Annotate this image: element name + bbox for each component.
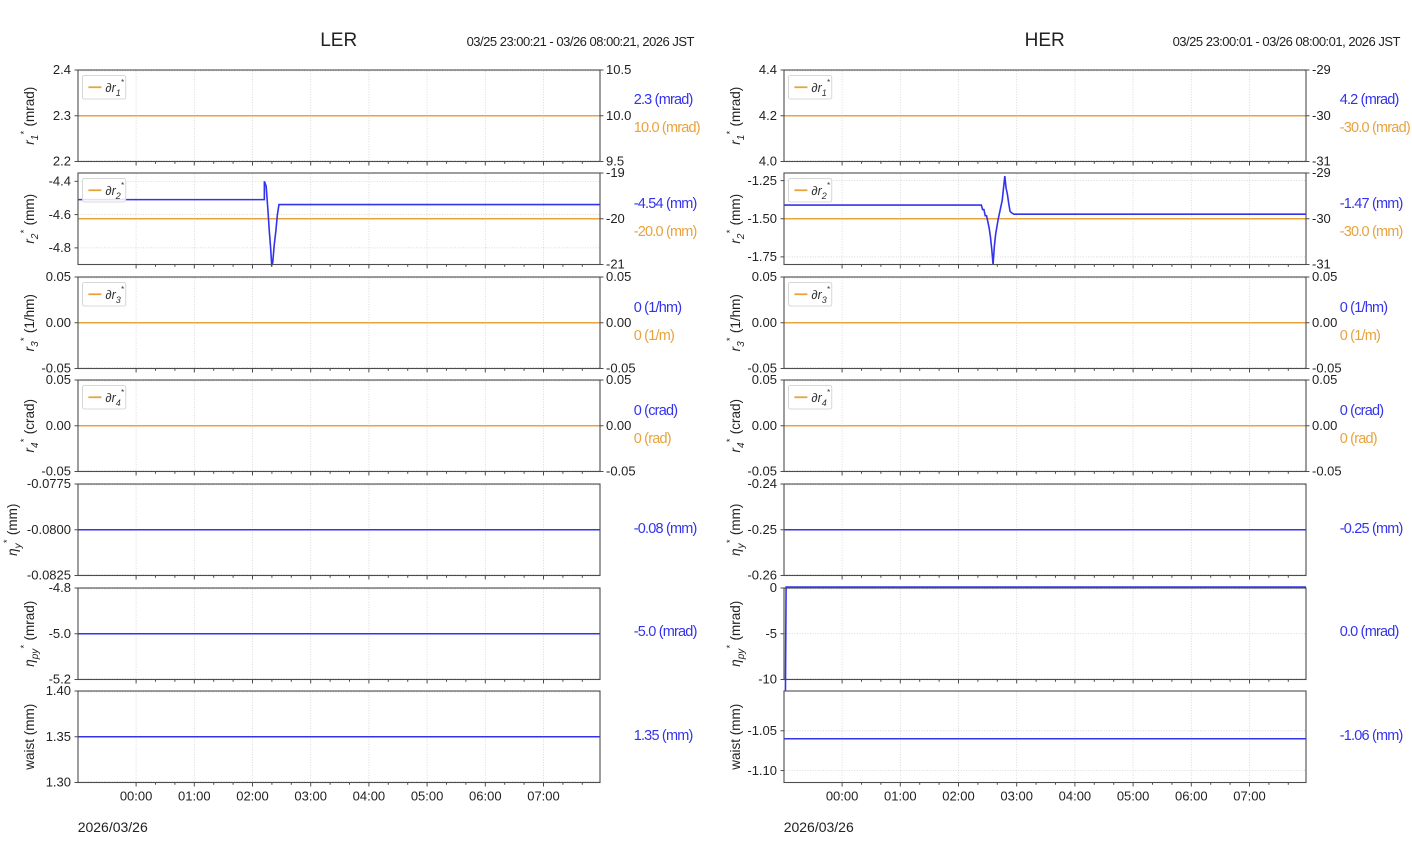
svg-text:-0.0775: -0.0775 [27, 476, 71, 491]
svg-text:03:00: 03:00 [1000, 789, 1033, 804]
svg-text:-5: -5 [765, 626, 777, 641]
svg-text:4.0: 4.0 [759, 153, 777, 168]
svg-text:-0.24: -0.24 [747, 476, 777, 491]
svg-text:r3* (1/hm): r3* (1/hm) [19, 294, 41, 351]
svg-text:2.3: 2.3 [53, 108, 71, 123]
svg-text:-1.25: -1.25 [747, 173, 777, 188]
svg-text:0.00: 0.00 [1312, 418, 1337, 433]
svg-text:-1.10: -1.10 [747, 763, 777, 778]
svg-text:0.05: 0.05 [606, 269, 631, 284]
svg-text:0.05: 0.05 [45, 373, 70, 388]
svg-text:0.00: 0.00 [45, 418, 70, 433]
svg-text:4.4: 4.4 [759, 62, 777, 77]
svg-text:-4.4: -4.4 [48, 174, 70, 189]
svg-text:2.2: 2.2 [53, 153, 71, 168]
svg-text:-29: -29 [1312, 165, 1331, 180]
svg-text:-1.50: -1.50 [747, 211, 777, 226]
svg-text:00:00: 00:00 [826, 789, 859, 804]
svg-text:-10: -10 [758, 671, 777, 686]
svg-text:waist (mm): waist (mm) [728, 704, 743, 771]
svg-text:-29: -29 [1312, 62, 1331, 77]
svg-text:-20: -20 [606, 211, 625, 226]
svg-text:1.35: 1.35 [45, 729, 70, 744]
svg-text:0.00: 0.00 [606, 315, 631, 330]
svg-text:ηy* (mm): ηy* (mm) [725, 504, 747, 556]
svg-text:05:00: 05:00 [411, 789, 444, 804]
svg-text:0.05: 0.05 [606, 373, 631, 388]
svg-text:0.05: 0.05 [45, 269, 70, 284]
svg-text:06:00: 06:00 [469, 789, 502, 804]
svg-text:06:00: 06:00 [1175, 789, 1208, 804]
svg-text:01:00: 01:00 [884, 789, 917, 804]
svg-text:r1* (mrad): r1* (mrad) [19, 86, 41, 144]
svg-text:04:00: 04:00 [1058, 789, 1091, 804]
svg-text:0.05: 0.05 [1312, 269, 1337, 284]
svg-text:-0.25: -0.25 [747, 522, 777, 537]
svg-text:04:00: 04:00 [352, 789, 385, 804]
svg-text:-4.8: -4.8 [48, 580, 70, 595]
svg-text:-0.05: -0.05 [606, 464, 636, 479]
svg-text:10.0: 10.0 [606, 108, 631, 123]
svg-text:01:00: 01:00 [178, 789, 211, 804]
svg-text:-30: -30 [1312, 108, 1331, 123]
svg-text:0.05: 0.05 [751, 373, 776, 388]
svg-text:-4.6: -4.6 [48, 207, 70, 222]
svg-text:4.2: 4.2 [759, 108, 777, 123]
svg-text:-19: -19 [606, 165, 625, 180]
svg-text:-1.05: -1.05 [747, 723, 777, 738]
svg-text:0.00: 0.00 [45, 315, 70, 330]
svg-text:05:00: 05:00 [1117, 789, 1150, 804]
svg-text:r2* (mm): r2* (mm) [725, 194, 747, 244]
svg-text:r1* (mrad): r1* (mrad) [725, 86, 747, 144]
svg-text:07:00: 07:00 [527, 789, 560, 804]
svg-text:0.00: 0.00 [751, 418, 776, 433]
svg-text:ηy* (mm): ηy* (mm) [2, 504, 24, 556]
svg-text:0.00: 0.00 [606, 418, 631, 433]
svg-text:0: 0 [769, 580, 776, 595]
svg-text:1.30: 1.30 [45, 775, 70, 790]
svg-text:07:00: 07:00 [1233, 789, 1266, 804]
svg-text:ηpy* (mrad): ηpy* (mrad) [725, 600, 747, 666]
svg-text:0.00: 0.00 [1312, 315, 1337, 330]
svg-text:-5.0: -5.0 [48, 626, 70, 641]
svg-text:ηpy* (mrad): ηpy* (mrad) [19, 600, 41, 666]
svg-text:02:00: 02:00 [942, 789, 975, 804]
svg-text:2.4: 2.4 [53, 62, 71, 77]
svg-text:-30: -30 [1312, 211, 1331, 226]
svg-text:-0.0800: -0.0800 [27, 522, 71, 537]
svg-text:waist (mm): waist (mm) [22, 704, 37, 771]
svg-text:0.05: 0.05 [1312, 373, 1337, 388]
svg-text:-0.05: -0.05 [1312, 464, 1342, 479]
svg-text:r3* (1/hm): r3* (1/hm) [725, 294, 747, 351]
svg-text:0.00: 0.00 [751, 315, 776, 330]
svg-text:00:00: 00:00 [120, 789, 153, 804]
svg-text:02:00: 02:00 [236, 789, 269, 804]
svg-text:r4* (crad): r4* (crad) [725, 399, 747, 453]
svg-text:10.5: 10.5 [606, 62, 631, 77]
svg-text:r2* (mm): r2* (mm) [19, 194, 41, 244]
svg-text:0.05: 0.05 [751, 269, 776, 284]
svg-text:-1.75: -1.75 [747, 249, 777, 264]
svg-text:r4* (crad): r4* (crad) [19, 399, 41, 453]
svg-text:-4.8: -4.8 [48, 240, 70, 255]
svg-text:03:00: 03:00 [294, 789, 327, 804]
svg-text:1.40: 1.40 [45, 683, 70, 698]
